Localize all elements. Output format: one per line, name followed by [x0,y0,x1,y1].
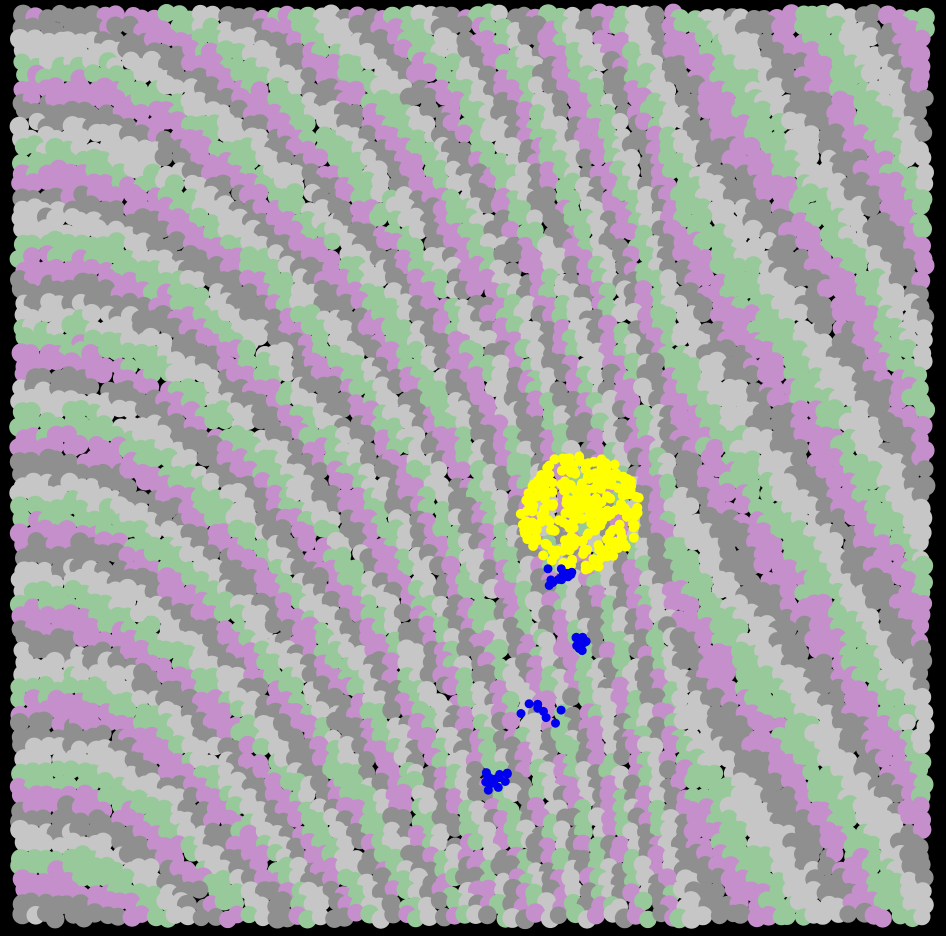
particle [913,556,933,576]
particle [252,738,270,756]
particle [914,149,931,166]
particle [899,714,916,731]
particle [265,616,282,633]
particle [613,748,630,765]
particle [297,533,316,552]
particle [455,16,473,34]
particle [913,219,932,238]
particle-field [9,3,935,929]
particle [82,378,99,395]
particle [573,222,592,241]
particle [454,461,472,479]
particle [861,63,881,83]
particle [214,604,232,622]
particle [479,305,498,324]
particle [562,688,581,707]
particle [861,197,881,217]
page: (() => { const data = JSON.parse(documen… [0,0,946,936]
particle [180,449,198,467]
particle [694,628,714,648]
particle [753,555,772,574]
particle [167,231,186,250]
particle [69,435,88,454]
particle [914,124,932,142]
simulation-view [0,0,946,936]
particle [909,532,929,552]
particle [216,412,233,429]
particle [155,148,173,166]
particle [671,329,689,347]
particle [382,700,401,719]
particle [792,304,810,322]
particle [465,279,483,297]
particle [916,460,933,477]
particle [337,473,355,491]
particle [324,233,341,250]
particle [671,690,689,708]
particle [912,196,931,215]
particle [369,207,388,226]
particle [913,736,931,754]
particle [311,462,328,479]
particle [419,63,438,82]
